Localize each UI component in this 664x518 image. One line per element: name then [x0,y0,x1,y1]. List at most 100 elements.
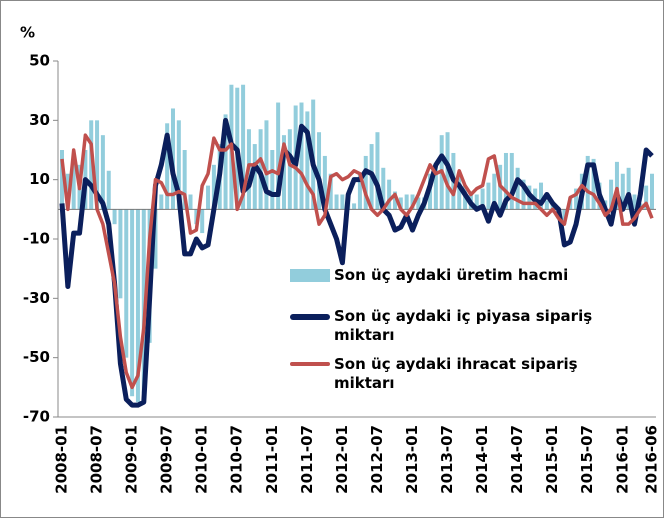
bar [276,102,281,210]
bar [544,200,549,210]
bar [71,158,76,210]
bar [620,173,625,210]
bar [264,120,269,210]
y-tick-label: 10 [29,170,50,188]
bar [60,150,64,210]
bar [515,167,520,210]
legend-label: Son üç aydaki ihracat sipariş miktarı [334,355,578,392]
bar [211,164,216,210]
bar [381,167,386,210]
bar [299,102,304,210]
bar [387,179,392,210]
bar [200,209,205,234]
bar [176,120,181,210]
x-tick-label: 2008-01 [53,425,71,494]
bar [626,167,631,210]
bar [521,179,526,210]
y-axis-label: % [20,24,35,42]
bar [492,173,497,210]
bar [457,173,462,210]
x-tick-label: 2011-01 [263,425,281,494]
bar [509,152,514,210]
x-tick-label: 2009-07 [158,425,176,494]
bar [165,123,170,210]
bar [644,185,649,210]
y-tick-label: -10 [23,230,50,248]
bar [614,161,619,210]
bar [159,194,164,210]
bar [322,155,327,210]
bar [100,135,105,210]
x-tick-label: 2016-06 [643,425,661,494]
bar [241,84,246,210]
bar [112,209,117,225]
x-tick-label: 2014-01 [473,425,491,494]
legend: Son üç aydaki üretim hacmi Son üç aydaki … [288,266,618,403]
legend-swatch [288,266,334,284]
bar [486,182,491,210]
bar [340,194,345,210]
bar [281,135,286,210]
bar [124,209,129,358]
x-tick-label: 2012-07 [368,425,386,494]
bar [398,197,403,210]
bar [410,194,415,210]
bar [352,203,357,210]
x-tick-label: 2014-07 [508,425,526,494]
legend-entry: Son üç aydaki üretim hacmi [288,266,618,285]
legend-entry: Son üç aydaki ihracat sipariş miktarı [288,355,618,393]
legend-entry: Son üç aydaki iç piyasa sipariş miktarı [288,307,618,345]
x-tick-label: 2016-01 [613,425,631,494]
bar [305,111,310,210]
bar [252,144,257,210]
legend-label: Son üç aydaki iç piyasa sipariş miktarı [334,307,593,344]
bar [392,191,397,210]
bar [188,194,193,210]
x-tick-label: 2013-07 [438,425,456,494]
bar [89,120,94,210]
legend-label: Son üç aydaki üretim hacmi [334,266,569,284]
bar [106,170,111,210]
bar [404,194,409,210]
x-tick-label: 2012-01 [333,425,351,494]
bar [650,173,654,210]
y-tick-label: 50 [29,52,50,70]
bar [416,197,421,210]
y-tick-label: -70 [23,408,50,426]
bar [153,209,158,269]
legend-swatch [288,355,334,373]
bar [317,132,322,210]
x-tick-label: 2013-01 [403,425,421,494]
x-tick-label: 2015-07 [578,425,596,494]
bar [287,129,292,210]
bar [206,185,211,210]
x-tick-label: 2009-01 [123,425,141,494]
line [59,117,654,408]
bar [223,114,228,210]
x-tick-label: 2010-07 [228,425,246,494]
bar [480,188,485,210]
bar [135,209,140,403]
bar [503,152,508,210]
x-tick-label: 2008-07 [88,425,106,494]
bar [95,120,100,210]
y-tick-label: 30 [29,111,50,129]
bar [357,173,362,210]
bar [539,182,544,210]
bar [474,194,479,210]
y-tick-label: -30 [23,289,50,307]
bar [270,150,275,210]
bar [632,194,637,210]
bar [591,158,596,210]
legend-swatch [288,307,334,325]
bar [574,188,579,210]
bar [585,155,590,210]
bar [375,132,380,210]
y-tick-label: -50 [23,348,50,366]
x-tick-label: 2011-07 [298,425,316,494]
x-tick-label: 2010-01 [193,425,211,494]
line [60,133,654,390]
bar [130,209,135,397]
x-tick-label: 2015-01 [543,425,561,494]
